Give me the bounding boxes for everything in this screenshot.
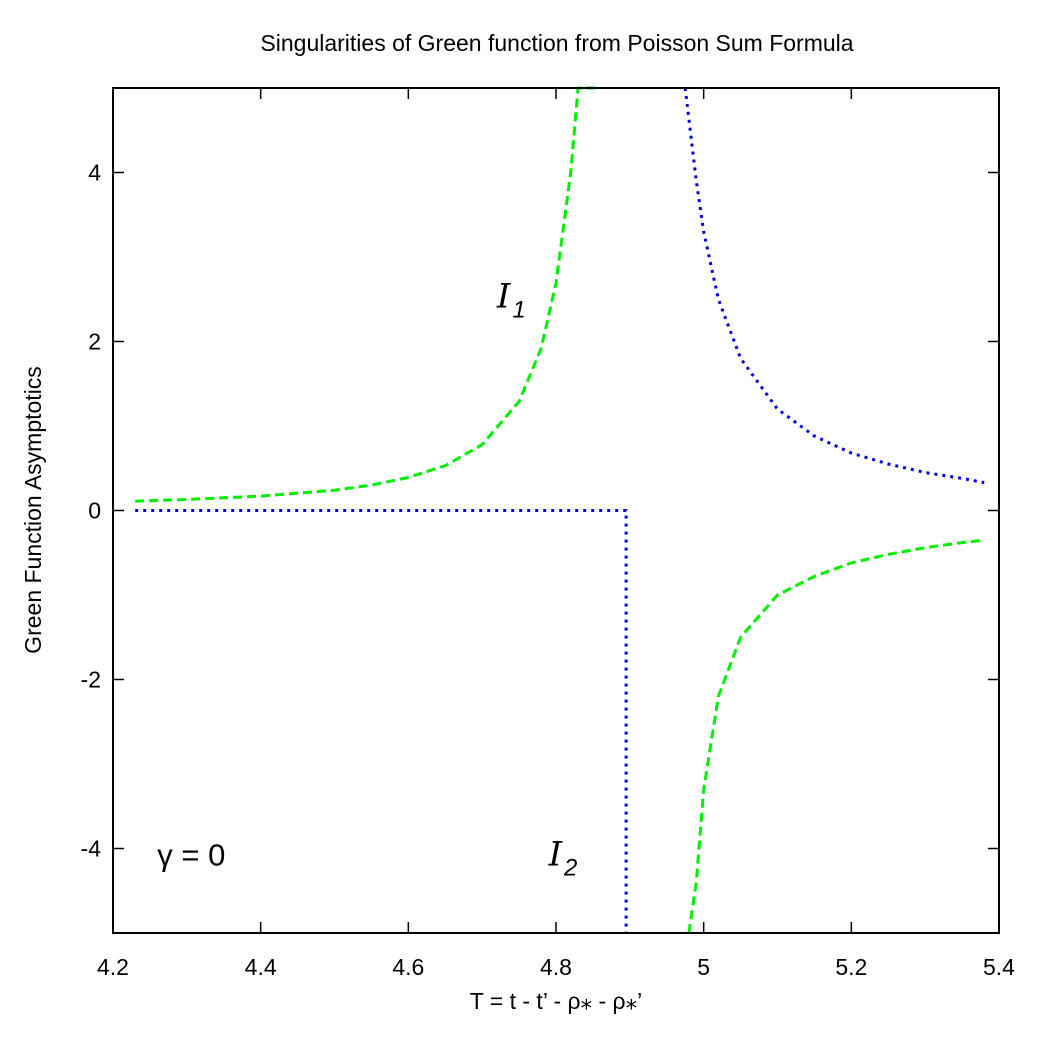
y-tick-label: 4 xyxy=(88,160,101,186)
series-dotted xyxy=(135,87,985,933)
series-dashed xyxy=(135,86,985,934)
y-tick-label: -2 xyxy=(81,667,101,693)
x-tick-label: 4.8 xyxy=(540,954,572,980)
series-dotted-segment-1 xyxy=(135,509,628,933)
x-tick-label: 5.4 xyxy=(983,954,1015,980)
x-tick-label: 4.2 xyxy=(97,954,129,980)
series-dotted-segment-2 xyxy=(683,87,985,485)
annotations: I1 I2 γ = 0 xyxy=(157,277,577,882)
series-layer xyxy=(135,86,985,934)
x-tick-label: 5.2 xyxy=(835,954,867,980)
chart-title: Singularities of Green function from Poi… xyxy=(260,30,853,56)
x-axis-label: T = t - t’ - ρ⁎ - ρ⁎’ xyxy=(470,988,642,1014)
annotation-i1: I1 xyxy=(496,277,526,324)
y-axis-label: Green Function Asymptotics xyxy=(20,366,46,654)
y-tick-label: 2 xyxy=(88,329,101,355)
y-tick-label: 0 xyxy=(88,498,101,524)
y-tick-label: -4 xyxy=(81,836,102,862)
series-dashed-segment-1 xyxy=(135,86,597,503)
x-tick-label: 4.6 xyxy=(392,954,424,980)
x-tick-label: 5 xyxy=(697,954,710,980)
annotation-gamma: γ = 0 xyxy=(157,837,225,872)
x-tick-label: 4.4 xyxy=(245,954,277,980)
plot-frame xyxy=(112,87,1000,934)
annotation-i2: I2 xyxy=(548,834,578,881)
ticks: 4.2 4.4 4.6 4.8 5 5.2 5.4 -4 -2 0 2 4 xyxy=(81,88,1015,980)
series-dashed-segment-2 xyxy=(687,538,985,934)
